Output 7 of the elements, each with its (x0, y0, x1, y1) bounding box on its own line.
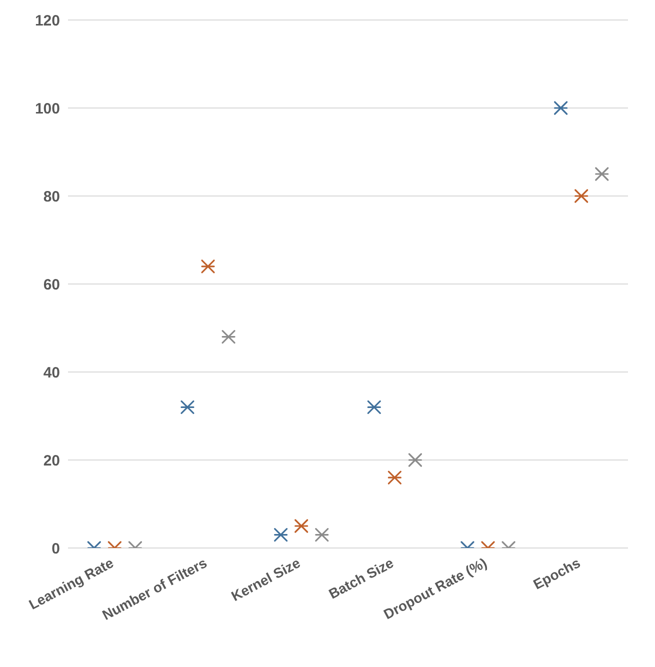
y-tick-label: 40 (43, 364, 60, 382)
y-tick-label: 120 (34, 12, 60, 30)
y-tick-label: 60 (43, 276, 60, 294)
y-tick-label: 0 (52, 540, 60, 558)
y-tick-label: 20 (43, 452, 60, 470)
y-tick-label: 100 (34, 100, 60, 118)
y-tick-label: 80 (43, 188, 60, 206)
